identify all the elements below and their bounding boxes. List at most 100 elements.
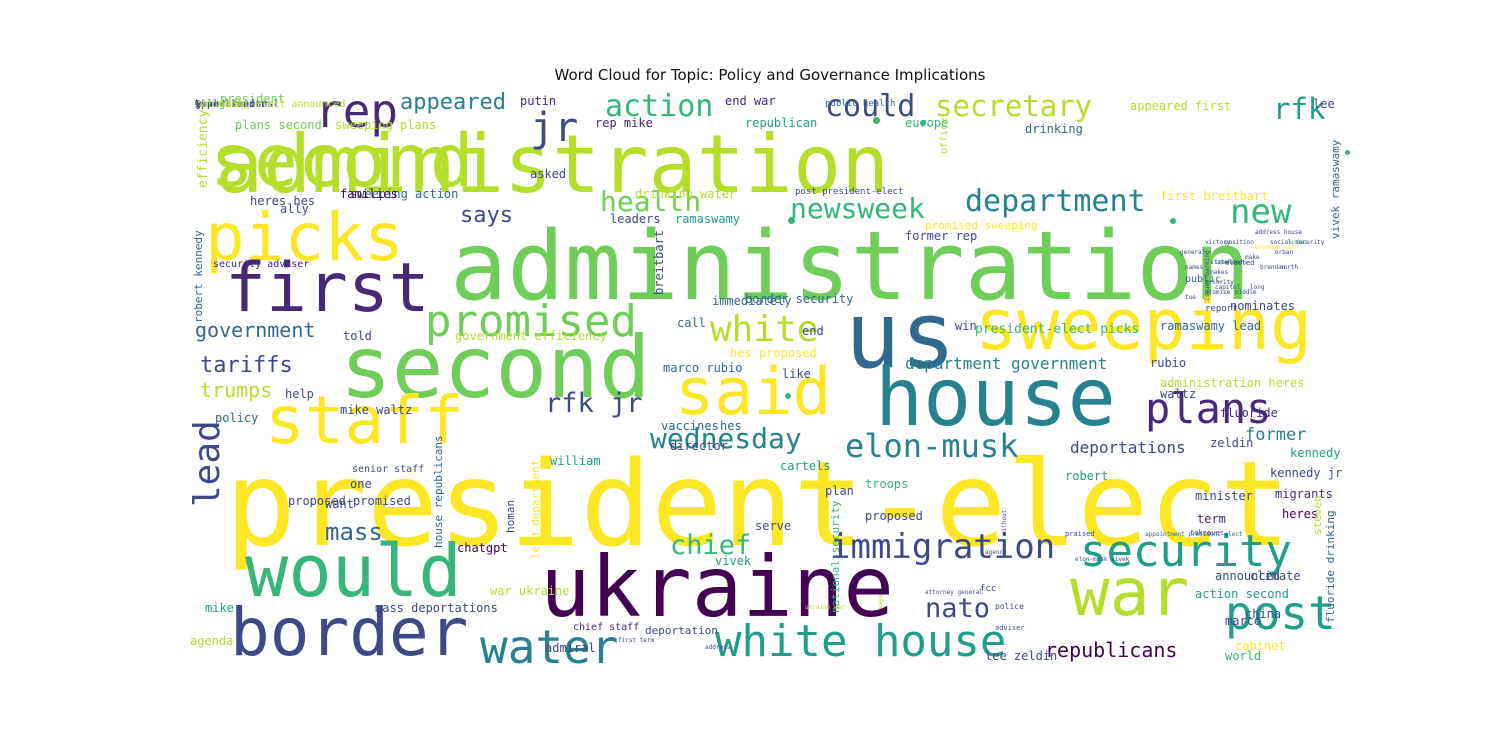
cloud-word: second bbox=[210, 119, 474, 204]
cloud-word: could bbox=[825, 90, 916, 124]
cloud-word: policy bbox=[215, 411, 259, 425]
cloud-word: make bbox=[1245, 254, 1260, 261]
cloud-word: minister bbox=[1195, 489, 1253, 503]
cloud-word: praised bbox=[1065, 530, 1095, 538]
cloud-word: world leaders bbox=[195, 99, 274, 110]
cloud-word: § bbox=[195, 99, 202, 110]
cloud-word: senior staff bbox=[352, 464, 425, 475]
cloud-word: asked bbox=[530, 167, 567, 181]
cloud-word: sweeping bbox=[975, 284, 1313, 366]
cloud-word: director bbox=[670, 439, 728, 453]
cloud-word: drinking bbox=[1025, 122, 1083, 136]
cloud-word: troops bbox=[865, 477, 909, 491]
cloud-word: house republicans bbox=[432, 434, 445, 548]
cloud-word: end war bbox=[725, 94, 776, 108]
cloud-word: without bbox=[1001, 509, 1008, 536]
cloud-word: statehood bbox=[1210, 259, 1243, 266]
cloud-word: promised bbox=[425, 296, 637, 347]
cloud-word: going bbox=[195, 99, 226, 110]
cloud-word: like bbox=[782, 367, 811, 381]
cloud-word: says bbox=[460, 203, 513, 228]
cloud-word: kennedy bbox=[1290, 446, 1341, 460]
cloud-word: end bbox=[802, 324, 824, 338]
cloud-word: capitol bbox=[1215, 284, 1241, 291]
cloud-word: leaders bbox=[610, 212, 661, 226]
cloud-word: robert kennedy bbox=[192, 229, 205, 323]
cloud-word: government bbox=[195, 318, 316, 342]
cloud-word: waltz national bbox=[195, 99, 280, 110]
cloud-word: president-elect announced bbox=[195, 99, 346, 110]
cloud-word: plans bbox=[1145, 384, 1272, 433]
cloud-word: former bbox=[1245, 425, 1307, 445]
cloud-word: department bbox=[965, 184, 1146, 219]
cloud-word: first term bbox=[618, 637, 655, 644]
cloud-word: white bbox=[710, 309, 819, 350]
cloud-word: fluoride drinking bbox=[1324, 509, 1337, 623]
cloud-word: elon-musk bbox=[845, 427, 1019, 465]
cloud-word: secretary bbox=[935, 90, 1093, 123]
cloud-word: marco bbox=[1225, 614, 1262, 628]
cloud-word: orban bbox=[1275, 249, 1294, 256]
cloud-word: jr bbox=[530, 105, 579, 151]
cloud-word: elon-musk vivek bbox=[1075, 556, 1130, 563]
cloud-word: general bbox=[1180, 249, 1206, 256]
cloud-word: cabinet bbox=[1235, 639, 1286, 653]
cloud-word: hes bbox=[720, 419, 742, 433]
cloud-word: would bbox=[245, 529, 462, 613]
cloud-word: putin bbox=[520, 94, 557, 108]
cloud-word: border security bbox=[745, 292, 854, 306]
cloud-word: climate bbox=[1250, 569, 1301, 583]
cloud-word: breitbart bbox=[652, 229, 666, 296]
cloud-word: new bbox=[1230, 192, 1292, 232]
cloud-word: mike bbox=[205, 601, 234, 615]
cloud-word: first bbox=[225, 249, 430, 328]
cloud-word: house senior bbox=[195, 99, 268, 110]
cloud-word: takeover bbox=[1190, 529, 1224, 537]
cloud-word: police bbox=[995, 602, 1024, 611]
cloud-word: promised sweeping bbox=[925, 219, 1038, 232]
cloud-word: marco rubio bbox=[663, 361, 743, 375]
cloud-word: deportation bbox=[645, 624, 718, 637]
cloud-word: war bbox=[1070, 554, 1190, 631]
cloud-word: serve bbox=[755, 519, 792, 533]
cloud-word: first breitbart bbox=[1160, 189, 1269, 203]
cloud-word: agency bbox=[985, 549, 1007, 556]
cloud-word: action second bbox=[1195, 587, 1289, 601]
cloud-word: waltz bbox=[1160, 387, 1197, 401]
cloud-dot bbox=[785, 393, 791, 399]
cloud-word: picks bbox=[205, 199, 404, 276]
cloud-word: sweeping action bbox=[350, 187, 459, 201]
cloud-word: proposed bbox=[865, 509, 923, 523]
cloud-word: president bbox=[220, 92, 286, 106]
cloud-word: according bbox=[195, 99, 250, 110]
cloud-word: efficiency bbox=[196, 109, 211, 189]
cloud-word: urban bbox=[1290, 239, 1309, 246]
cloud-word: lead department bbox=[529, 459, 542, 560]
cloud-word: call bbox=[677, 316, 706, 330]
cloud-word: lee bbox=[1313, 97, 1335, 111]
cloud-word: public bbox=[1185, 274, 1222, 285]
cloud-word: cartels bbox=[780, 459, 831, 473]
cloud-word: deportations bbox=[1070, 438, 1186, 457]
cloud-word: europe bbox=[905, 116, 949, 130]
cloud-word: ahead bbox=[195, 99, 226, 110]
cloud-word: post bbox=[1225, 586, 1336, 640]
cloud-word: social security bbox=[1270, 239, 1325, 246]
cloud-word: names bbox=[1185, 264, 1204, 271]
cloud-word: sweeping plans bbox=[335, 118, 437, 132]
cloud-word: investors bbox=[1215, 259, 1248, 266]
cloud-dot bbox=[920, 120, 926, 126]
cloud-word: trumps bbox=[200, 378, 273, 402]
cloud-word: report bbox=[1205, 304, 1238, 314]
cloud-word: one bbox=[350, 477, 372, 491]
cloud-word: senate bbox=[195, 99, 232, 110]
cloud-word: steven bbox=[1311, 494, 1324, 535]
cloud-dot bbox=[788, 217, 795, 224]
cloud-word: rubio bbox=[1150, 356, 1187, 370]
cloud-word: post president-elect bbox=[795, 187, 904, 197]
cloud-word: migrants bbox=[1275, 487, 1333, 501]
cloud-word: house bbox=[875, 351, 1116, 444]
cloud-word: vivek bbox=[715, 554, 752, 568]
cloud-word: top election bbox=[195, 99, 268, 110]
cloud-word: vivek ramaswamy bbox=[1329, 139, 1342, 240]
